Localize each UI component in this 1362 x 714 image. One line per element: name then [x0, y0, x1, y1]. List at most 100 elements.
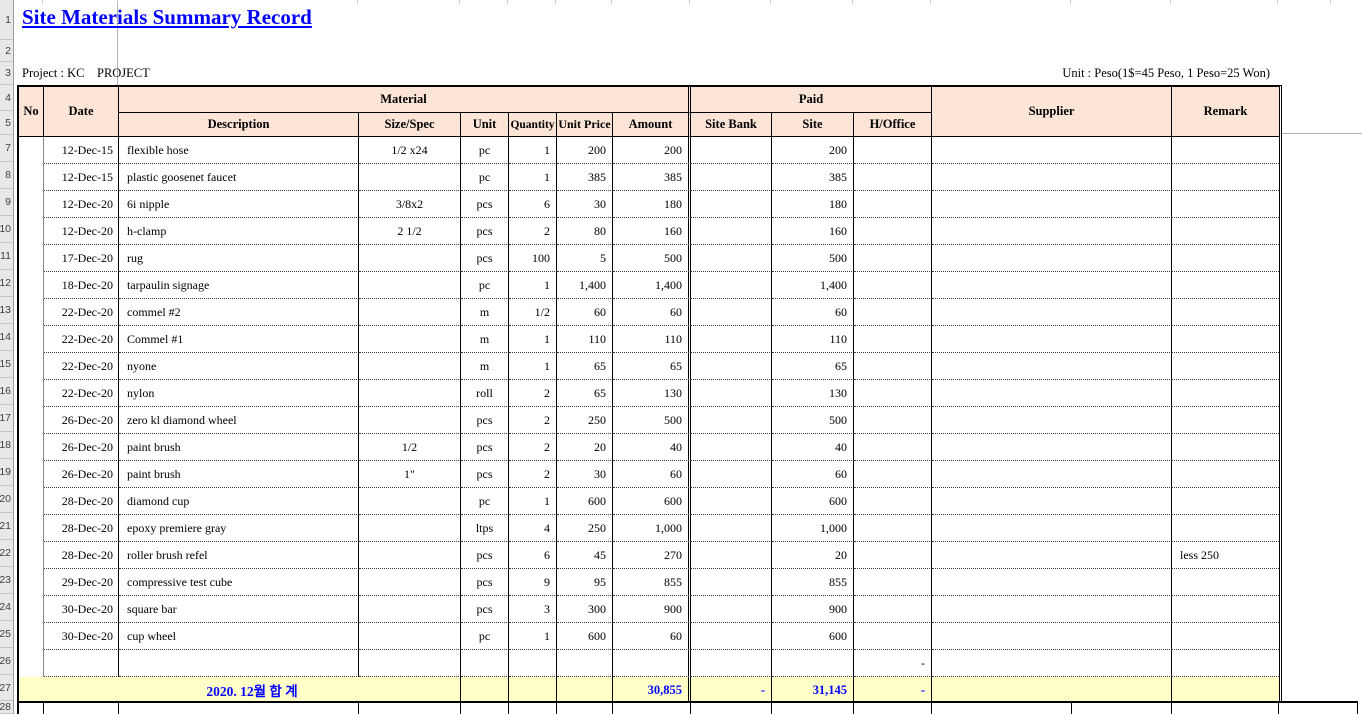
cell-price-row9[interactable]: 65	[557, 353, 613, 380]
cell-unit-row3[interactable]: pcs	[461, 191, 509, 218]
cell-price-row6[interactable]: 1,400	[557, 272, 613, 299]
cell-price-row14[interactable]: 600	[557, 488, 613, 515]
cell-size-row9[interactable]	[359, 353, 461, 380]
cell-amount-row4[interactable]: 160	[613, 218, 691, 245]
cell-qty-row19[interactable]: 1	[509, 623, 557, 650]
cell-supplier-row5[interactable]	[932, 245, 1172, 272]
cell-remark-row15[interactable]	[1172, 515, 1279, 542]
cell-unit-row10[interactable]: roll	[461, 380, 509, 407]
cell-no-row13[interactable]	[19, 461, 44, 488]
cell-qty-row6[interactable]: 1	[509, 272, 557, 299]
cell-price-empty-row[interactable]	[557, 650, 613, 677]
cell-remark-row14[interactable]	[1172, 488, 1279, 515]
cell-qty-empty-row[interactable]	[509, 650, 557, 677]
cell-no-row12[interactable]	[19, 434, 44, 461]
partial-row-cell[interactable]	[772, 703, 854, 714]
total-row-label[interactable]: 2020. 12월 합 계	[44, 677, 461, 703]
cell-h_office-row17[interactable]	[854, 569, 932, 596]
partial-row-cell[interactable]	[19, 703, 44, 714]
row-number-17[interactable]: 17	[0, 405, 13, 432]
cell-size-row5[interactable]	[359, 245, 461, 272]
cell-remark-row4[interactable]	[1172, 218, 1279, 245]
cell-size-row19[interactable]	[359, 623, 461, 650]
cell-site-row11[interactable]: 500	[772, 407, 854, 434]
cell-site-row9[interactable]: 65	[772, 353, 854, 380]
cell-site-row15[interactable]: 1,000	[772, 515, 854, 542]
cell-description-empty-row[interactable]	[119, 650, 359, 677]
cell-remark-row11[interactable]	[1172, 407, 1279, 434]
cell-description-row19[interactable]: cup wheel	[119, 623, 359, 650]
cell-supplier-row6[interactable]	[932, 272, 1172, 299]
cell-date-row9[interactable]: 22-Dec-20	[44, 353, 119, 380]
cell-amount-row17[interactable]: 855	[613, 569, 691, 596]
cell-site_bank-row1[interactable]	[691, 137, 772, 164]
cell-description-row13[interactable]: paint brush	[119, 461, 359, 488]
header-quantity[interactable]: Quantity	[509, 113, 557, 137]
cell-h_office-row19[interactable]	[854, 623, 932, 650]
cell-supplier-row13[interactable]	[932, 461, 1172, 488]
cell-description-row18[interactable]: square bar	[119, 596, 359, 623]
cell-description-row8[interactable]: Commel #1	[119, 326, 359, 353]
cell-amount-row2[interactable]: 385	[613, 164, 691, 191]
header-unit-price[interactable]: Unit Price	[557, 113, 613, 137]
total-row-unit-cell[interactable]	[461, 677, 509, 703]
cell-size-row1[interactable]: 1/2 x24	[359, 137, 461, 164]
cell-price-row16[interactable]: 45	[557, 542, 613, 569]
cell-remark-row12[interactable]	[1172, 434, 1279, 461]
cell-price-row2[interactable]: 385	[557, 164, 613, 191]
cell-description-row12[interactable]: paint brush	[119, 434, 359, 461]
cell-description-row5[interactable]: rug	[119, 245, 359, 272]
cell-no-row16[interactable]	[19, 542, 44, 569]
cell-site_bank-row5[interactable]	[691, 245, 772, 272]
total-row-no-cell[interactable]	[19, 677, 44, 703]
cell-h_office-row3[interactable]	[854, 191, 932, 218]
row-number-8[interactable]: 8	[0, 162, 13, 189]
cell-amount-row13[interactable]: 60	[613, 461, 691, 488]
cell-date-row18[interactable]: 30-Dec-20	[44, 596, 119, 623]
cell-price-row8[interactable]: 110	[557, 326, 613, 353]
cell-no-row4[interactable]	[19, 218, 44, 245]
cell-qty-row11[interactable]: 2	[509, 407, 557, 434]
cell-h_office-row15[interactable]	[854, 515, 932, 542]
cell-remark-row13[interactable]	[1172, 461, 1279, 488]
cell-qty-row13[interactable]: 2	[509, 461, 557, 488]
cell-amount-row10[interactable]: 130	[613, 380, 691, 407]
cell-site_bank-row3[interactable]	[691, 191, 772, 218]
total-site[interactable]: 31,145	[772, 677, 854, 703]
cell-no-row11[interactable]	[19, 407, 44, 434]
cell-qty-row16[interactable]: 6	[509, 542, 557, 569]
cell-site-row18[interactable]: 900	[772, 596, 854, 623]
cell-h_office-empty-row[interactable]: -	[854, 650, 932, 677]
cell-no-row7[interactable]	[19, 299, 44, 326]
row-number-24[interactable]: 24	[0, 594, 13, 621]
cell-remark-row10[interactable]	[1172, 380, 1279, 407]
cell-qty-row7[interactable]: 1/2	[509, 299, 557, 326]
header-no[interactable]: No	[19, 87, 44, 137]
cell-qty-row14[interactable]: 1	[509, 488, 557, 515]
cell-h_office-row8[interactable]	[854, 326, 932, 353]
header-amount[interactable]: Amount	[613, 113, 691, 137]
partial-row-cell[interactable]	[557, 703, 613, 714]
cell-h_office-row6[interactable]	[854, 272, 932, 299]
cell-amount-row6[interactable]: 1,400	[613, 272, 691, 299]
cell-qty-row9[interactable]: 1	[509, 353, 557, 380]
cell-h_office-row4[interactable]	[854, 218, 932, 245]
partial-row-cell[interactable]	[44, 703, 119, 714]
cell-remark-row6[interactable]	[1172, 272, 1279, 299]
cell-qty-row12[interactable]: 2	[509, 434, 557, 461]
cell-size-row16[interactable]	[359, 542, 461, 569]
cell-unit-row5[interactable]: pcs	[461, 245, 509, 272]
cell-unit-row11[interactable]: pcs	[461, 407, 509, 434]
cell-description-row2[interactable]: plastic goosenet faucet	[119, 164, 359, 191]
cell-size-empty-row[interactable]	[359, 650, 461, 677]
cell-remark-row18[interactable]	[1172, 596, 1279, 623]
header-paid-group[interactable]: Paid	[691, 87, 932, 113]
cell-amount-row9[interactable]: 65	[613, 353, 691, 380]
cell-qty-row18[interactable]: 3	[509, 596, 557, 623]
cell-no-row5[interactable]	[19, 245, 44, 272]
cell-size-row10[interactable]	[359, 380, 461, 407]
cell-size-row4[interactable]: 2 1/2	[359, 218, 461, 245]
cell-date-row13[interactable]: 26-Dec-20	[44, 461, 119, 488]
row-number-10[interactable]: 10	[0, 216, 13, 243]
cell-date-row2[interactable]: 12-Dec-15	[44, 164, 119, 191]
